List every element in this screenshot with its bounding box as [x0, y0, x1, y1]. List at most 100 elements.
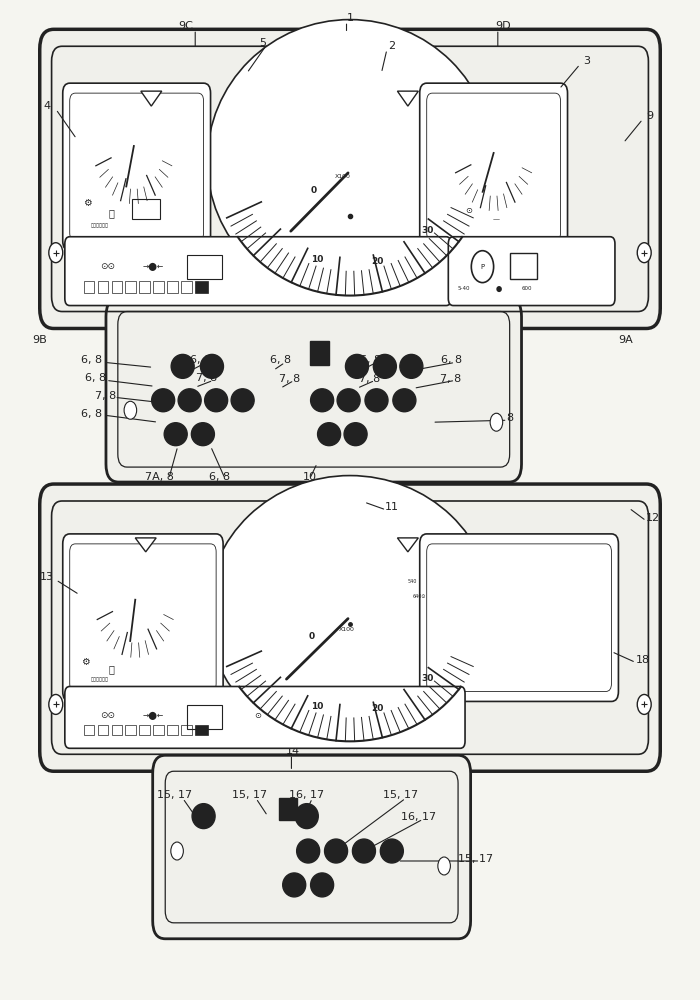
Ellipse shape [283, 873, 306, 897]
Text: 3: 3 [584, 56, 591, 66]
Polygon shape [398, 538, 419, 552]
Circle shape [124, 401, 136, 419]
Text: 7, 8: 7, 8 [359, 374, 380, 384]
Text: ⚙: ⚙ [83, 198, 92, 208]
Text: 6, 8: 6, 8 [493, 413, 514, 423]
Bar [279, 798, 297, 820]
FancyBboxPatch shape [63, 83, 211, 251]
Text: ▯▯▯▯▯▯: ▯▯▯▯▯▯ [90, 677, 108, 682]
Text: —: — [493, 216, 500, 222]
Circle shape [49, 243, 63, 263]
Ellipse shape [393, 389, 416, 412]
Text: 14: 14 [286, 746, 300, 756]
Text: 11: 11 [385, 502, 399, 512]
Ellipse shape [295, 804, 318, 829]
Text: 9D: 9D [496, 21, 511, 31]
Ellipse shape [178, 389, 201, 412]
Bar [125, 725, 136, 735]
Text: 7, 8: 7, 8 [95, 391, 117, 401]
Bar [111, 725, 122, 735]
Text: 10: 10 [312, 702, 324, 711]
FancyBboxPatch shape [420, 83, 568, 251]
Ellipse shape [311, 873, 334, 897]
Bar [187, 705, 222, 729]
Text: 15, 17: 15, 17 [232, 790, 267, 800]
Text: 4: 4 [43, 101, 50, 111]
Text: 9A: 9A [618, 335, 633, 345]
Text: 7A, 8: 7A, 8 [144, 472, 174, 482]
Text: 5-40: 5-40 [457, 286, 470, 291]
FancyBboxPatch shape [40, 29, 660, 328]
Circle shape [637, 694, 651, 714]
FancyBboxPatch shape [65, 237, 451, 306]
Ellipse shape [297, 839, 320, 863]
Text: 20: 20 [371, 704, 384, 713]
Bar [97, 281, 108, 293]
Text: 9C: 9C [178, 21, 194, 31]
Bar [97, 725, 108, 735]
Text: 6, 8: 6, 8 [440, 355, 462, 365]
FancyBboxPatch shape [448, 237, 615, 306]
Bar [181, 281, 192, 293]
FancyBboxPatch shape [40, 484, 660, 771]
Text: ▯▯▯▯▯▯: ▯▯▯▯▯▯ [90, 223, 108, 228]
Text: X100: X100 [335, 174, 351, 179]
Ellipse shape [207, 20, 493, 302]
Text: 20: 20 [371, 257, 384, 266]
Text: 6, 8: 6, 8 [85, 373, 106, 383]
Bar [309, 341, 329, 365]
Bar [84, 281, 94, 293]
Bar [125, 281, 136, 293]
Bar [153, 725, 164, 735]
Text: ⊙: ⊙ [255, 711, 262, 720]
Text: 12: 12 [646, 513, 660, 523]
FancyBboxPatch shape [63, 534, 223, 701]
Ellipse shape [172, 354, 194, 378]
Bar [195, 725, 208, 735]
Bar [510, 253, 537, 279]
Text: ⚙: ⚙ [80, 657, 90, 667]
Text: 13: 13 [40, 572, 54, 582]
Bar [195, 281, 208, 293]
Text: 16, 17: 16, 17 [289, 790, 324, 800]
Circle shape [171, 842, 183, 860]
Text: 6, 8: 6, 8 [190, 355, 211, 365]
Text: 10: 10 [312, 255, 324, 264]
Text: P: P [480, 264, 484, 270]
Ellipse shape [311, 389, 334, 412]
Text: 6, 8: 6, 8 [81, 355, 103, 365]
Ellipse shape [344, 423, 367, 446]
FancyBboxPatch shape [65, 686, 465, 748]
Text: X100: X100 [339, 627, 354, 632]
Ellipse shape [337, 389, 360, 412]
Text: →⬤←: →⬤← [143, 262, 164, 271]
Ellipse shape [231, 389, 254, 412]
Bar [167, 281, 178, 293]
Text: →⬤←: →⬤← [143, 711, 164, 720]
Ellipse shape [191, 423, 214, 446]
FancyBboxPatch shape [153, 755, 470, 939]
Ellipse shape [192, 804, 215, 829]
Bar [111, 281, 122, 293]
Text: ⊙: ⊙ [465, 206, 472, 215]
Bar [181, 725, 192, 735]
Ellipse shape [204, 389, 228, 412]
Bar [139, 725, 150, 735]
Text: 15, 17: 15, 17 [157, 790, 192, 800]
FancyBboxPatch shape [106, 299, 522, 482]
FancyBboxPatch shape [420, 534, 618, 701]
Text: 9B: 9B [32, 335, 47, 345]
Text: 16, 17: 16, 17 [401, 812, 436, 822]
Text: 1: 1 [346, 13, 354, 23]
Circle shape [490, 413, 503, 431]
Text: 6, 8: 6, 8 [81, 409, 103, 419]
Text: 7, 8: 7, 8 [440, 374, 462, 384]
Text: 6, 8: 6, 8 [270, 355, 290, 365]
Text: 9: 9 [646, 111, 653, 121]
Ellipse shape [318, 423, 341, 446]
Text: 540: 540 [408, 579, 417, 584]
Circle shape [49, 694, 63, 714]
Polygon shape [398, 91, 419, 106]
Polygon shape [141, 91, 162, 106]
Text: ⊙⊙: ⊙⊙ [101, 711, 116, 720]
